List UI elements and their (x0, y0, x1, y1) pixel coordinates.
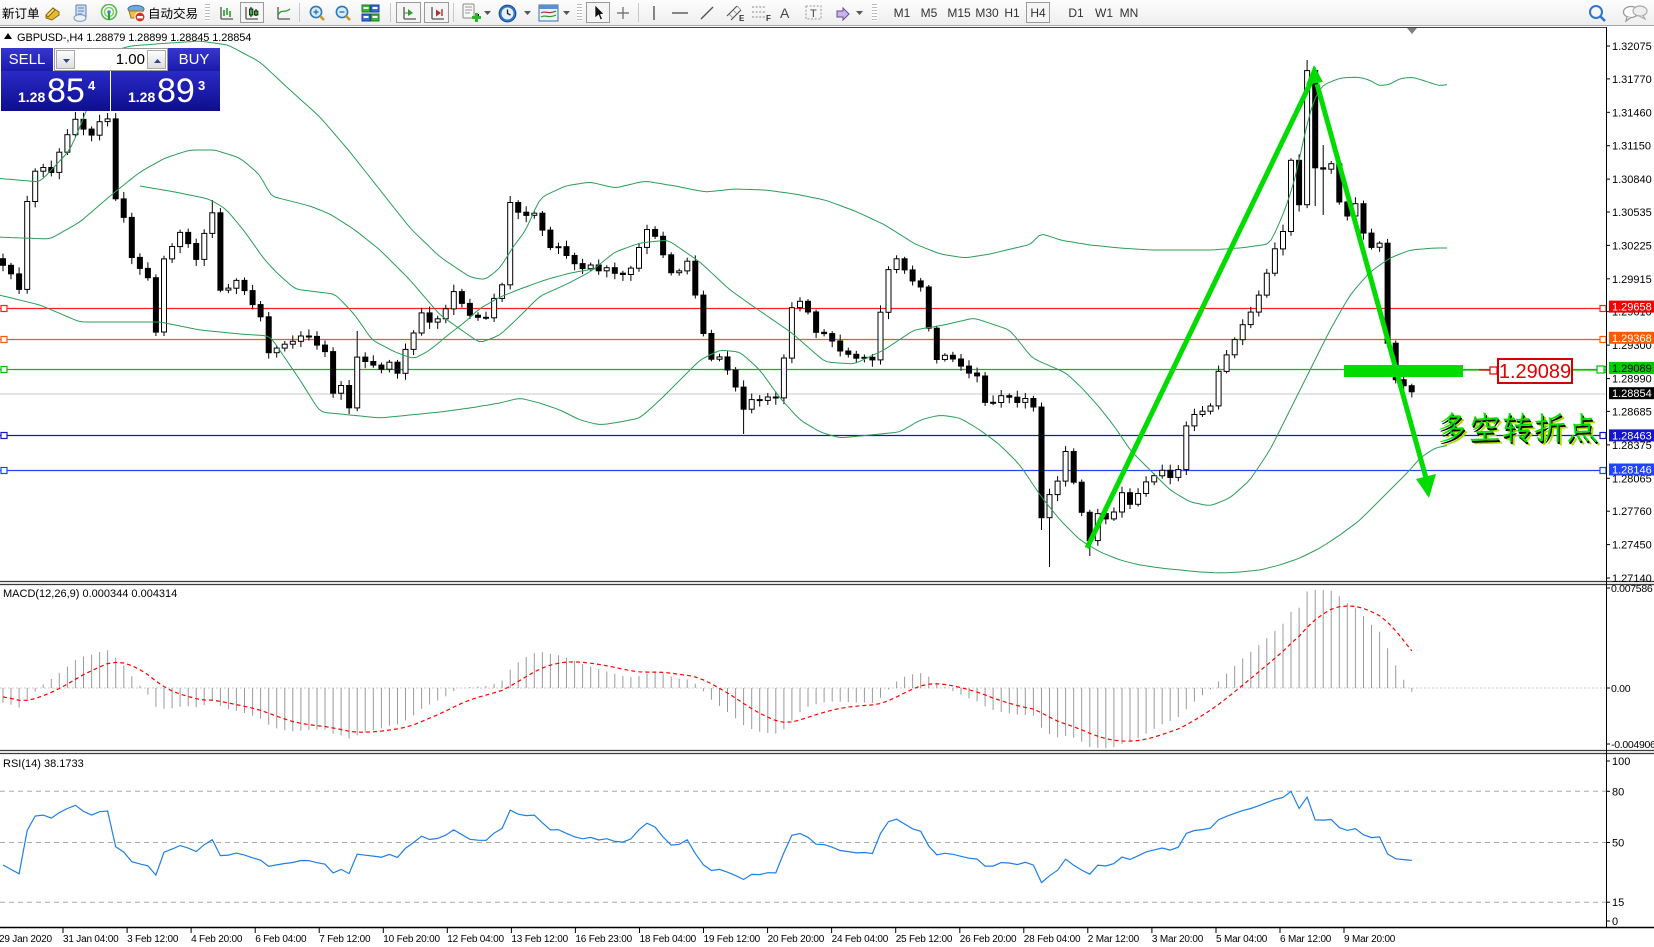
svg-text:T: T (810, 8, 817, 20)
svg-text:100: 100 (1612, 756, 1630, 768)
svg-text:1.28463: 1.28463 (1612, 430, 1652, 442)
svg-text:29 Jan 2020: 29 Jan 2020 (0, 934, 52, 945)
svg-text:MACD(12,26,9) 0.000344 0.00431: MACD(12,26,9) 0.000344 0.004314 (3, 588, 177, 600)
svg-text:6 Mar 12:00: 6 Mar 12:00 (1280, 934, 1332, 945)
svg-text:1.31150: 1.31150 (1612, 141, 1651, 153)
svg-text:15: 15 (1612, 897, 1624, 909)
svg-text:-0.004906: -0.004906 (1611, 739, 1654, 751)
svg-text:1.29915: 1.29915 (1612, 274, 1652, 286)
svg-text:3 Mar 20:00: 3 Mar 20:00 (1152, 934, 1204, 945)
svg-text:1.29658: 1.29658 (1612, 302, 1652, 314)
svg-text:5 Mar 04:00: 5 Mar 04:00 (1216, 934, 1268, 945)
svg-text:19 Feb 12:00: 19 Feb 12:00 (704, 934, 761, 945)
svg-text:1.28065: 1.28065 (1612, 473, 1652, 485)
svg-text:1.30840: 1.30840 (1612, 174, 1652, 186)
svg-text:1.30535: 1.30535 (1612, 207, 1652, 219)
svg-text:16 Feb 23:00: 16 Feb 23:00 (575, 934, 632, 945)
svg-text:9 Mar 20:00: 9 Mar 20:00 (1344, 934, 1396, 945)
svg-text:GBPUSD-,H4 1.28879 1.28899 1.: GBPUSD-,H4 1.28879 1.28899 1.28845 1.288… (17, 32, 251, 44)
svg-text:31 Jan 04:00: 31 Jan 04:00 (63, 934, 119, 945)
svg-text:80: 80 (1612, 786, 1624, 798)
svg-text:1.27140: 1.27140 (1612, 573, 1652, 585)
svg-text:50: 50 (1612, 838, 1624, 850)
svg-text:1.32075: 1.32075 (1612, 41, 1652, 53)
svg-text:1.28375: 1.28375 (1612, 440, 1652, 452)
svg-text:1.29089: 1.29089 (1612, 363, 1652, 375)
svg-text:0.007586: 0.007586 (1611, 583, 1653, 595)
svg-text:0: 0 (1612, 916, 1618, 928)
svg-text:10 Feb 20:00: 10 Feb 20:00 (383, 934, 440, 945)
svg-text:1.28854: 1.28854 (1612, 388, 1652, 400)
svg-text:28 Feb 04:00: 28 Feb 04:00 (1024, 934, 1081, 945)
svg-text:18 Feb 04:00: 18 Feb 04:00 (640, 934, 697, 945)
svg-text:1.28685: 1.28685 (1612, 406, 1652, 418)
svg-text:0.00: 0.00 (1611, 683, 1631, 695)
svg-text:6 Feb 04:00: 6 Feb 04:00 (255, 934, 307, 945)
svg-text:4 Feb 20:00: 4 Feb 20:00 (191, 934, 243, 945)
svg-text:1.27760: 1.27760 (1612, 506, 1652, 518)
svg-text:7 Feb 12:00: 7 Feb 12:00 (319, 934, 371, 945)
svg-text:3 Feb 12:00: 3 Feb 12:00 (127, 934, 179, 945)
svg-text:1.29368: 1.29368 (1612, 333, 1652, 345)
svg-text:E: E (739, 14, 745, 23)
svg-text:20 Feb 20:00: 20 Feb 20:00 (768, 934, 825, 945)
svg-text:1.27450: 1.27450 (1612, 540, 1652, 552)
svg-text:1.29089: 1.29089 (1499, 361, 1571, 383)
svg-text:1.28990: 1.28990 (1612, 374, 1652, 386)
svg-text:24 Feb 04:00: 24 Feb 04:00 (832, 934, 889, 945)
svg-text:26 Feb 20:00: 26 Feb 20:00 (960, 934, 1017, 945)
svg-text:RSI(14) 38.1733: RSI(14) 38.1733 (3, 758, 84, 770)
svg-text:12 Feb 04:00: 12 Feb 04:00 (447, 934, 504, 945)
svg-text:F: F (766, 14, 771, 23)
svg-text:1.31460: 1.31460 (1612, 107, 1652, 119)
svg-text:1.28146: 1.28146 (1612, 465, 1652, 477)
svg-text:2 Mar 12:00: 2 Mar 12:00 (1088, 934, 1140, 945)
svg-text:13 Feb 12:00: 13 Feb 12:00 (511, 934, 568, 945)
svg-text:25 Feb 12:00: 25 Feb 12:00 (896, 934, 953, 945)
svg-text:1.31770: 1.31770 (1612, 74, 1652, 86)
svg-text:1.30225: 1.30225 (1612, 240, 1652, 252)
